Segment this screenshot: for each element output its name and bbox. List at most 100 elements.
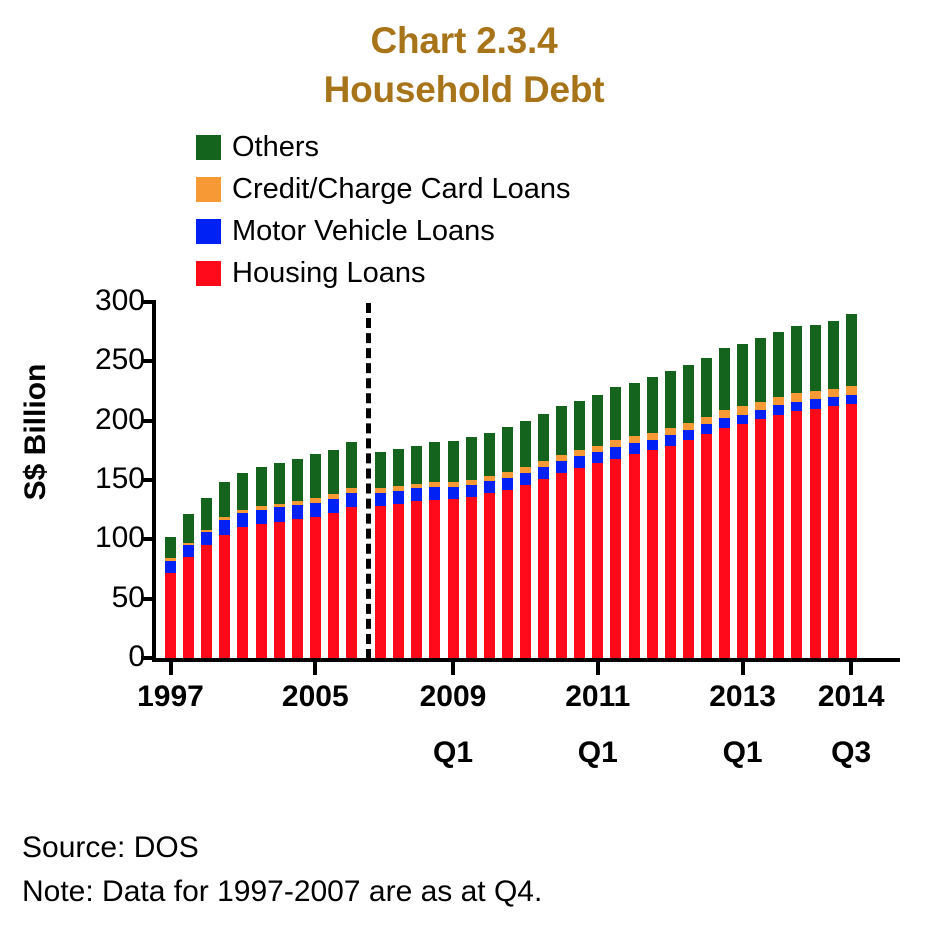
- stacked-bar: [393, 449, 405, 658]
- stacked-bar: [411, 445, 423, 658]
- bar-segment: [628, 436, 640, 444]
- bar-segment: [791, 325, 803, 394]
- bar-segment: [646, 376, 658, 433]
- legend-item: Motor Vehicle Loans: [196, 210, 716, 252]
- bar-segment: [773, 405, 785, 415]
- x-axis-tick-label-year: 2011: [565, 680, 631, 713]
- bar-segment: [393, 485, 405, 491]
- bar-segment: [273, 463, 285, 504]
- stacked-bar: [664, 370, 676, 658]
- x-axis-tick-label: 1997: [111, 679, 231, 715]
- bar-segment: [791, 393, 803, 402]
- bar-segment: [791, 411, 803, 658]
- legend-swatch-icon: [196, 134, 221, 160]
- bar-segment: [291, 504, 303, 520]
- bar-segment: [255, 506, 267, 510]
- stacked-bar: [501, 426, 513, 658]
- bar-segment: [538, 413, 549, 462]
- bar-segment: [291, 458, 303, 502]
- bar-segment: [664, 370, 676, 428]
- bar-segment: [628, 453, 640, 658]
- bar-segment: [183, 545, 195, 558]
- stacked-bar: [628, 382, 640, 658]
- bar-segment: [755, 401, 767, 410]
- bar-segment: [574, 400, 586, 451]
- bar-segment: [556, 455, 568, 462]
- bar-segment: [273, 521, 285, 658]
- stacked-bar: [737, 343, 749, 658]
- bar-segment: [183, 514, 195, 543]
- bar-segment: [646, 432, 658, 440]
- bar-segment: [827, 396, 839, 407]
- x-axis-tick: [451, 662, 455, 675]
- stacked-bar: [845, 313, 857, 658]
- stacked-bar: [219, 482, 231, 658]
- bar-segment: [201, 497, 213, 530]
- bar-segment: [646, 439, 658, 451]
- bar-segment: [393, 503, 405, 658]
- bar-segment: [237, 527, 249, 658]
- stacked-bar: [291, 458, 303, 658]
- bar-segment: [519, 420, 531, 467]
- bar-segment: [700, 424, 712, 434]
- stacked-bar: [700, 357, 712, 658]
- bar-segment: [737, 414, 749, 425]
- bar-segment: [201, 545, 213, 658]
- stacked-bar: [773, 331, 785, 658]
- stacked-bar: [809, 324, 821, 658]
- bar-segment: [592, 445, 604, 452]
- bar-segment: [755, 337, 767, 402]
- stacked-bar: [273, 463, 285, 658]
- bar-segment: [574, 450, 586, 457]
- bar-segment: [664, 427, 676, 435]
- bar-segment: [483, 432, 495, 477]
- bar-segment: [447, 482, 459, 488]
- bar-segment: [346, 493, 357, 508]
- bar-segment: [465, 484, 477, 497]
- stacked-bar: [556, 406, 568, 658]
- stacked-bar: [574, 400, 586, 658]
- legend-swatch-icon: [196, 218, 221, 244]
- bar-segment: [827, 388, 839, 397]
- y-axis-line: [152, 300, 156, 662]
- bar-segment: [429, 442, 441, 483]
- x-axis-tick-label: 2005: [255, 679, 375, 715]
- bar-segment: [755, 419, 767, 658]
- bar-segment: [291, 501, 303, 505]
- y-axis-tick-label: 250: [94, 343, 145, 377]
- y-axis-tick-label: 300: [94, 284, 145, 317]
- y-axis-tick-label: 100: [94, 521, 145, 555]
- bar-segment: [574, 456, 586, 469]
- bar-segment: [556, 461, 568, 473]
- legend-swatch-icon: [196, 176, 221, 202]
- bar-segment: [519, 484, 531, 658]
- bar-segment: [183, 542, 195, 546]
- legend-item-label: Others: [232, 130, 320, 163]
- y-axis-tick-labels: 0 50 100 150 200 250 300: [60, 0, 145, 938]
- bar-segment: [237, 509, 249, 514]
- bar-segment: [309, 497, 321, 503]
- bar-segment: [255, 509, 267, 524]
- bar-segment: [845, 404, 857, 658]
- chart-title-line-1: Chart 2.3.4: [370, 20, 558, 61]
- x-axis-tick-label-quarter: Q1: [432, 736, 474, 769]
- stacked-bar: [237, 472, 249, 658]
- bar-segment: [327, 499, 339, 514]
- stacked-bar: [375, 451, 387, 658]
- bar-segment: [737, 343, 749, 407]
- bar-segment: [538, 466, 549, 479]
- bar-segment: [501, 477, 513, 490]
- bar-segment: [327, 494, 339, 499]
- x-axis-tick-label-year: 2009: [419, 680, 487, 713]
- stacked-bar: [165, 536, 176, 658]
- bar-segment: [429, 500, 441, 658]
- bar-segment: [501, 471, 513, 478]
- bar-segment: [219, 520, 231, 535]
- bar-segment: [219, 516, 231, 521]
- y-axis-tick-label: 0: [128, 640, 145, 673]
- stacked-bar: [538, 413, 549, 658]
- bar-segment: [827, 321, 839, 389]
- y-axis-tick: [141, 596, 152, 601]
- stacked-bar: [592, 394, 604, 658]
- bar-segment: [447, 499, 459, 658]
